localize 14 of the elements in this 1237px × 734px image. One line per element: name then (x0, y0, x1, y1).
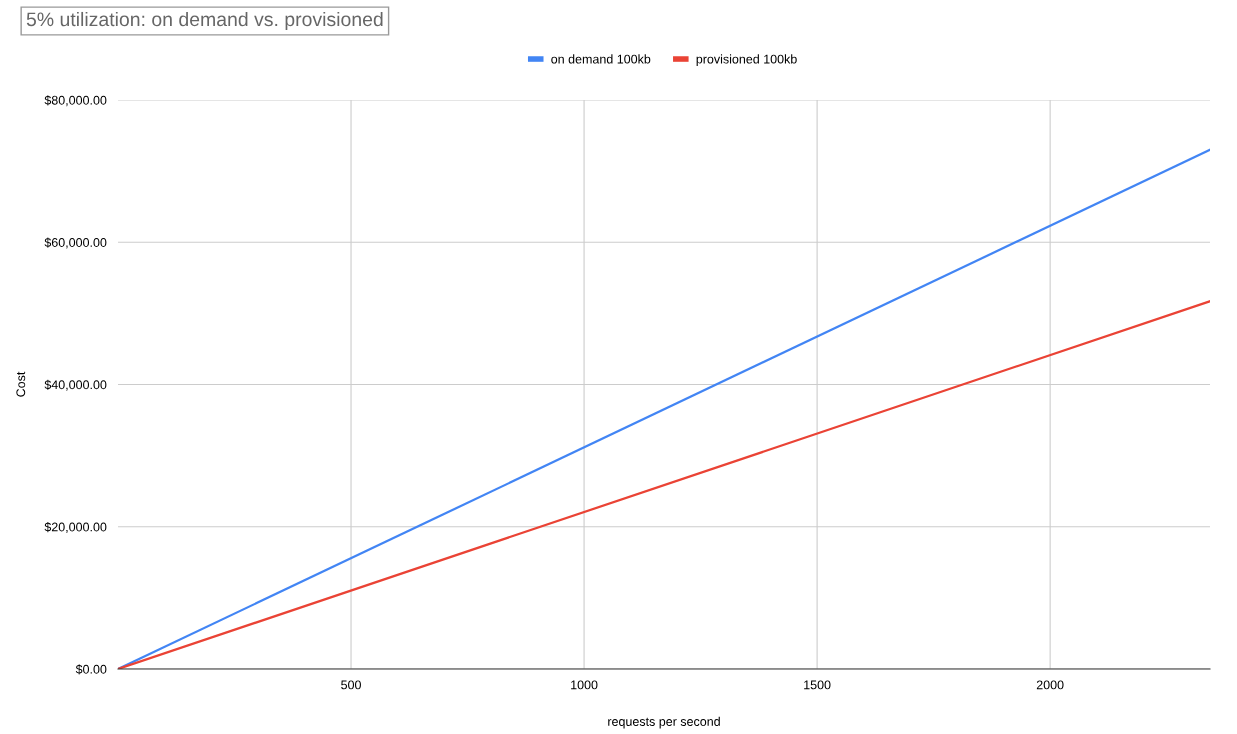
chart-title: 5% utilization: on demand vs. provisioned (26, 11, 383, 31)
y-tick-label: $20,000.00 (44, 522, 107, 533)
y-axis-title: Cost (16, 371, 26, 397)
x-axis-title: requests per second (608, 716, 720, 729)
x-tick-label: 2000 (1036, 680, 1064, 690)
y-tick-label: $40,000.00 (44, 379, 107, 391)
x-tick-label: 1000 (571, 680, 598, 690)
y-tick-label: $80,000.00 (44, 95, 107, 107)
x-tick-label: 1500 (804, 680, 831, 690)
legend-label: provisioned 100kb (696, 54, 797, 66)
y-tick-label: $60,000.00 (44, 237, 107, 249)
legend-label: on demand 100kb (551, 54, 651, 64)
x-tick-label: 500 (341, 680, 361, 690)
y-tick-label: $0.00 (75, 664, 107, 675)
